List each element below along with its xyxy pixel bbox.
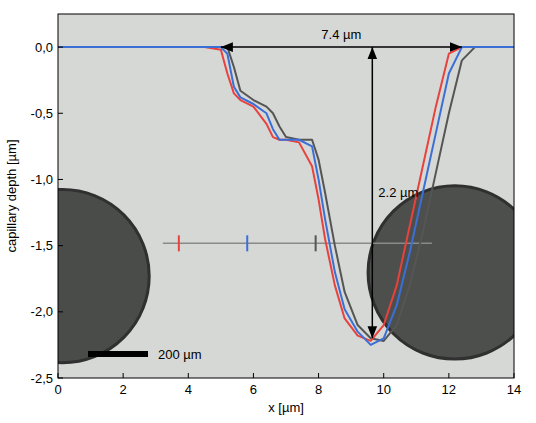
y-tick-label: -2,0 [31, 304, 53, 319]
background [58, 14, 514, 378]
scale-bar [88, 351, 148, 357]
width-label: 7.4 µm [321, 27, 361, 42]
lines [58, 47, 514, 345]
scan-marker [246, 235, 248, 251]
scale-bar-label: 200 µm [158, 347, 202, 362]
width-arrow [221, 46, 462, 48]
scan-marker [178, 235, 180, 251]
chart: 0 2 4 6 8 10 12 14 0,0 -0,5 -1,0 -1,5 -2,0 -2,5 x [µm]… [0, 0, 536, 423]
depth-arrow [372, 47, 374, 338]
x-tick [58, 373, 59, 378]
x-axis-title: x [µm] [268, 400, 304, 415]
x-tick [448, 373, 449, 378]
x-tick-label: 2 [120, 382, 127, 397]
depth-label: 2.2 µm [378, 185, 418, 200]
y-tick [58, 378, 63, 379]
y-tick-label: -2,5 [31, 371, 53, 386]
x-tick-label: 4 [185, 382, 192, 397]
x-tick-label: 6 [250, 382, 257, 397]
scan-marker [315, 235, 317, 251]
x-tick-label: 14 [507, 382, 521, 397]
y-tick [58, 245, 63, 246]
y-tick-label: -1,0 [31, 172, 53, 187]
y-axis-title: capillary depth [µm] [4, 140, 19, 253]
x-tick [188, 373, 189, 378]
scan-line [163, 243, 432, 245]
y-tick-label: -0,5 [31, 106, 53, 121]
y-tick [58, 311, 63, 312]
y-tick [58, 179, 63, 180]
profile-line [58, 47, 514, 345]
x-tick [514, 373, 515, 378]
x-tick-label: 8 [315, 382, 322, 397]
hole-left [58, 189, 149, 362]
y-tick [58, 47, 63, 48]
y-tick [58, 113, 63, 114]
x-tick [383, 373, 384, 378]
x-tick [253, 373, 254, 378]
x-tick [123, 373, 124, 378]
x-tick-label: 12 [442, 382, 456, 397]
y-tick-label: -1,5 [31, 238, 53, 253]
y-tick-label: 0,0 [35, 40, 53, 55]
x-tick-label: 10 [376, 382, 390, 397]
x-tick [318, 373, 319, 378]
x-tick-label: 0 [54, 382, 61, 397]
plot-frame [58, 14, 514, 378]
